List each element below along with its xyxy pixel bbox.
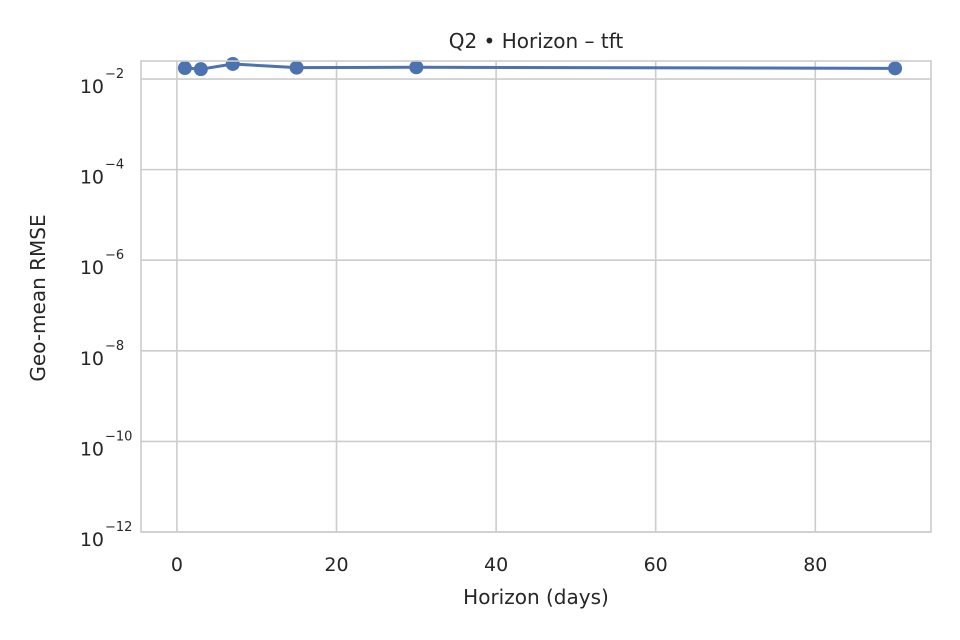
chart-title: Q2 • Horizon – tft [449,29,624,53]
y-tick-label: 10−8 [80,339,124,370]
data-point [409,60,424,75]
y-tick-base: 10 [80,257,104,279]
data-point [289,60,304,75]
x-tick-label: 40 [484,554,508,576]
plot-frame [140,60,932,533]
data-point [225,56,240,71]
y-tick-label: 10−12 [80,520,133,551]
x-axis-title: Horizon (days) [463,585,609,609]
y-tick-exponent: −2 [105,67,124,82]
y-tick-label: 10−10 [80,429,133,460]
x-tick-label: 0 [171,554,183,576]
x-tick-label: 80 [803,554,827,576]
y-tick-exponent: −4 [105,158,124,173]
grid [141,61,931,533]
data-point [177,61,192,76]
x-tick-label: 20 [324,554,348,576]
y-tick-label: 10−6 [80,248,124,279]
y-axis-title: Geo-mean RMSE [26,214,50,381]
y-tick-base: 10 [80,76,104,98]
y-tick-base: 10 [80,348,104,370]
y-tick-label: 10−2 [80,67,124,98]
y-tick-base: 10 [80,167,104,189]
data-point [193,62,208,77]
y-tick-exponent: −6 [105,248,124,263]
y-tick-base: 10 [80,529,104,551]
y-tick-base: 10 [80,438,104,460]
y-tick-exponent: −8 [105,339,124,354]
data-point [888,61,903,76]
y-tick-label: 10−4 [80,158,124,189]
x-tick-label: 60 [644,554,668,576]
y-tick-exponent: −12 [105,520,132,535]
y-tick-exponent: −10 [105,429,132,444]
series-layer [177,56,903,77]
x-tick-labels: 0 20 40 60 80 [171,554,828,576]
